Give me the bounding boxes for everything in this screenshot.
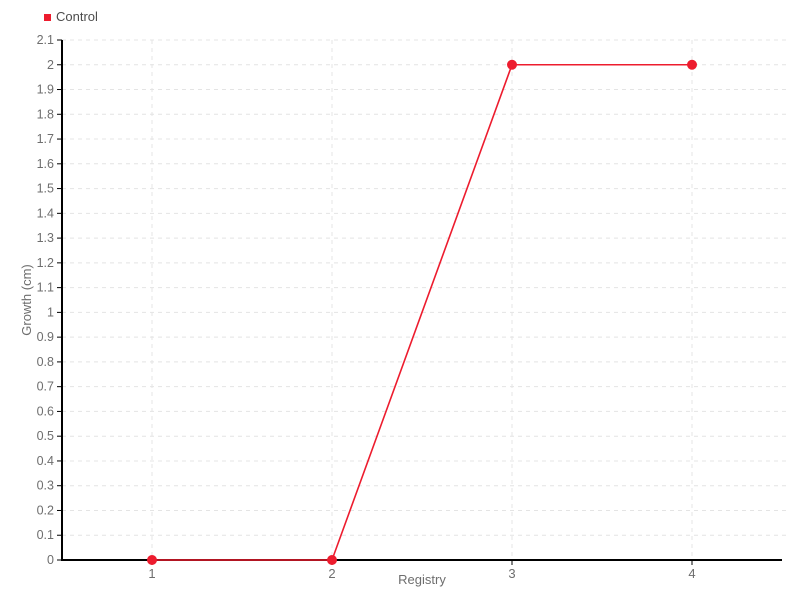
svg-text:0: 0 bbox=[47, 553, 54, 567]
svg-text:1: 1 bbox=[148, 566, 155, 581]
svg-text:1.1: 1.1 bbox=[37, 281, 54, 295]
svg-text:1.4: 1.4 bbox=[37, 206, 54, 220]
svg-text:Growth (cm): Growth (cm) bbox=[19, 264, 34, 336]
svg-text:1.8: 1.8 bbox=[37, 107, 54, 121]
svg-text:1.9: 1.9 bbox=[37, 83, 54, 97]
svg-text:1.3: 1.3 bbox=[37, 231, 54, 245]
svg-text:1.2: 1.2 bbox=[37, 256, 54, 270]
svg-text:2: 2 bbox=[47, 58, 54, 72]
svg-text:0.2: 0.2 bbox=[37, 503, 54, 517]
svg-text:1.6: 1.6 bbox=[37, 157, 54, 171]
legend-label: Control bbox=[56, 9, 98, 24]
svg-text:2: 2 bbox=[328, 566, 335, 581]
svg-text:0.1: 0.1 bbox=[37, 528, 54, 542]
svg-text:1: 1 bbox=[47, 305, 54, 319]
legend-marker-icon bbox=[44, 13, 51, 21]
svg-text:0.9: 0.9 bbox=[37, 330, 54, 344]
svg-text:0.8: 0.8 bbox=[37, 355, 54, 369]
svg-text:0.6: 0.6 bbox=[37, 404, 54, 418]
svg-text:0.4: 0.4 bbox=[37, 454, 54, 468]
svg-text:4: 4 bbox=[688, 566, 695, 581]
svg-text:1.7: 1.7 bbox=[37, 132, 54, 146]
svg-text:Registry: Registry bbox=[398, 572, 446, 587]
svg-text:2.1: 2.1 bbox=[37, 33, 54, 47]
legend-item-control[interactable]: Control bbox=[44, 9, 98, 25]
svg-text:0.3: 0.3 bbox=[37, 479, 54, 493]
svg-text:3: 3 bbox=[508, 566, 515, 581]
svg-text:1.5: 1.5 bbox=[37, 182, 54, 196]
svg-text:0.5: 0.5 bbox=[37, 429, 54, 443]
svg-text:0.7: 0.7 bbox=[37, 380, 54, 394]
